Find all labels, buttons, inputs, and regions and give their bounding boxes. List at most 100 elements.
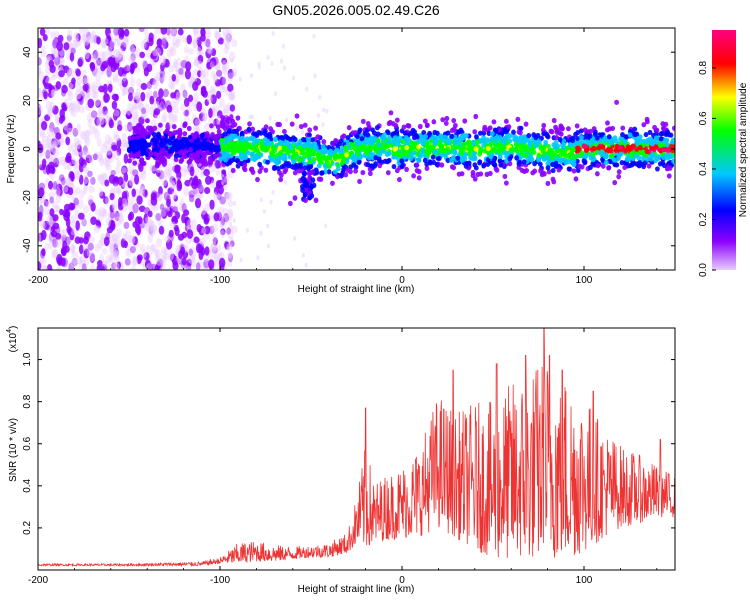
spectrogram-point xyxy=(166,104,173,113)
spectrogram-point xyxy=(115,51,122,61)
spectrogram-point xyxy=(162,58,168,69)
spectrogram-point xyxy=(386,120,392,127)
spectrogram-point xyxy=(343,144,349,150)
spectrogram-point xyxy=(54,56,61,66)
spectrogram-point xyxy=(123,66,128,75)
spectrogram-point xyxy=(644,119,650,125)
spectrogram-point xyxy=(219,196,226,205)
spectrogram-point xyxy=(180,59,188,69)
spectrogram-point xyxy=(424,122,430,129)
spectrogram-point xyxy=(566,166,572,172)
spectrogram-point xyxy=(193,59,200,67)
spectrogram-point xyxy=(221,64,227,74)
spectrogram-point xyxy=(335,166,341,172)
spectrogram-point xyxy=(309,193,315,199)
spectrogram-point xyxy=(77,144,82,153)
spectrogram-point xyxy=(514,142,519,148)
spectrogram-point xyxy=(272,136,278,142)
spectrogram-point xyxy=(298,123,304,130)
spectrogram-point xyxy=(83,130,91,137)
spectrogram-point xyxy=(141,249,147,259)
spectrogram-point xyxy=(202,113,208,122)
spectrogram-point xyxy=(627,132,633,138)
spectrogram-point xyxy=(571,168,577,174)
spectrogram-point xyxy=(207,45,213,55)
spectrogram-point xyxy=(269,151,275,158)
spectrogram-point xyxy=(206,36,211,45)
spectrogram-point xyxy=(75,68,81,77)
spectrogram-point xyxy=(157,122,163,128)
spectrogram-point xyxy=(167,210,173,218)
spectrogram-point xyxy=(377,163,383,169)
spectrogram-point xyxy=(100,264,107,270)
spectrogram-point xyxy=(111,198,118,209)
spectrogram-point xyxy=(83,236,89,245)
spectrogram-point xyxy=(46,127,54,137)
spectrogram-point xyxy=(171,74,177,82)
colorbar-tick-label: 0.8 xyxy=(698,61,709,75)
spectrogram-point xyxy=(102,106,108,116)
spectrogram-point xyxy=(161,170,168,178)
spectrogram-point xyxy=(222,32,230,39)
spectrogram-point xyxy=(253,142,259,149)
spectrogram-point xyxy=(39,249,46,259)
spectrogram-point xyxy=(507,161,513,167)
spectrogram-point xyxy=(64,208,71,219)
spectrogram-point xyxy=(517,135,523,141)
spectrogram-point xyxy=(205,38,211,48)
spectrogram-point xyxy=(78,105,85,114)
spectrogram-point xyxy=(66,178,72,185)
spectrogram-point xyxy=(44,114,51,122)
spectrogram-point xyxy=(140,40,147,50)
spectrogram-point xyxy=(156,261,161,270)
spectrogram-point xyxy=(148,221,154,231)
spectrogram-point xyxy=(84,129,90,139)
spectrogram-point xyxy=(170,81,175,90)
spectrogram-point xyxy=(53,47,59,58)
spectrogram-point xyxy=(55,194,61,204)
spectrogram-point xyxy=(153,101,160,111)
spectrogram-point xyxy=(113,109,120,117)
spectrogram-point xyxy=(45,141,51,152)
spectrogram-point xyxy=(115,165,120,175)
spectrogram-point xyxy=(169,253,176,262)
spectrogram-point xyxy=(176,178,182,189)
spectrogram-point xyxy=(388,110,394,116)
spectrogram-point xyxy=(103,236,110,247)
spectrogram-point xyxy=(159,203,165,211)
spectrogram-point xyxy=(219,223,223,228)
spectrogram-point xyxy=(139,157,145,163)
spectrogram-point xyxy=(404,145,410,151)
spectrogram-point xyxy=(113,28,120,36)
spectrogram-point xyxy=(48,59,55,68)
spectrogram-point xyxy=(39,131,46,139)
spectrogram-ytick-label: 40 xyxy=(22,46,33,58)
spectrogram-point xyxy=(302,191,308,198)
spectrogram-point xyxy=(167,250,175,261)
spectrogram-point xyxy=(139,51,146,59)
spectrogram-point xyxy=(150,243,157,252)
spectrogram-point xyxy=(247,121,252,127)
spectrogram-point xyxy=(220,142,226,148)
colorbar-label: Normalized spectral amplitude xyxy=(738,82,749,217)
spectrogram-xtick-label: -200 xyxy=(28,275,48,286)
spectrogram-point xyxy=(99,207,106,218)
spectrogram-point xyxy=(78,244,84,255)
spectrogram-point xyxy=(129,77,135,88)
spectrogram-point xyxy=(116,160,122,168)
spectrogram-point xyxy=(71,196,77,205)
spectrogram-point xyxy=(514,147,520,153)
spectrogram-point xyxy=(132,129,138,135)
spectrogram-point xyxy=(643,131,649,138)
spectrogram-point xyxy=(360,169,366,176)
spectrogram-point xyxy=(48,191,56,200)
spectrogram-point xyxy=(185,106,193,114)
spectrogram-point xyxy=(99,116,105,126)
spectrogram-point xyxy=(96,57,102,66)
spectrogram-point xyxy=(50,73,56,81)
spectrogram-point xyxy=(74,170,81,180)
spectrogram-point xyxy=(209,61,215,69)
spectrogram-point xyxy=(356,128,362,135)
spectrogram-point xyxy=(173,153,179,159)
spectrogram-point xyxy=(637,160,643,166)
